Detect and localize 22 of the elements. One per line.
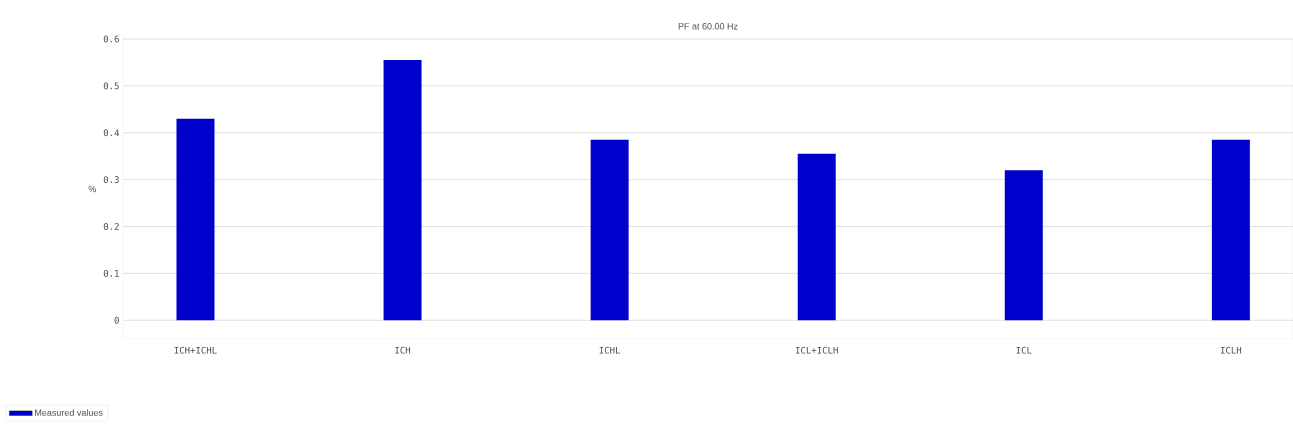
bar (383, 60, 422, 321)
x-tick-label: ICH (395, 346, 411, 354)
x-tick-label: ICH+ICHL (174, 346, 217, 354)
y-tick-label: 0.4 (103, 129, 120, 137)
bar (176, 118, 215, 321)
bar (590, 139, 629, 321)
y-tick-label: 0.3 (103, 176, 119, 184)
bar (1004, 170, 1043, 321)
y-tick-label: 0.5 (103, 82, 119, 90)
x-tick-label: ICL (1016, 346, 1032, 354)
bar (797, 153, 836, 321)
bar (1211, 139, 1250, 321)
chart-title: PF at 60.00 Hz (678, 23, 738, 30)
x-tick-label: ICLH (1220, 346, 1242, 354)
x-tick-label: ICL+ICLH (795, 346, 838, 354)
y-tick-label: 0.6 (103, 35, 119, 43)
y-tick-label: 0.1 (103, 269, 119, 277)
y-axis-title: % (88, 185, 97, 193)
y-tick-label: 0.2 (103, 223, 119, 230)
y-tick-label: 0 (114, 316, 119, 324)
legend-label: Measured values (35, 409, 103, 416)
x-tick-label: ICHL (599, 346, 621, 354)
